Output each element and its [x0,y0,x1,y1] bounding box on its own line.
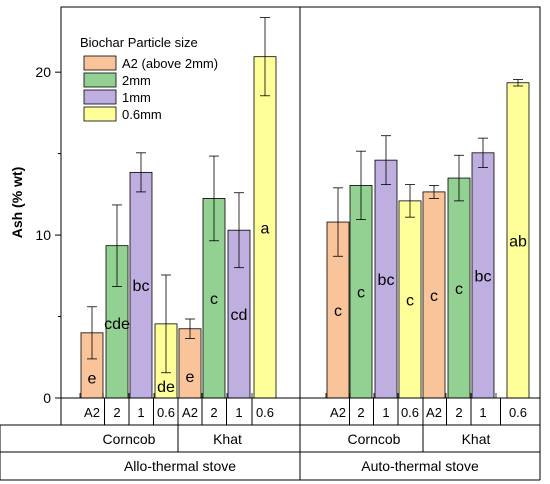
x-category-label: 2 [113,405,120,420]
legend-swatch [83,55,117,71]
legend-label: 0.6mm [122,107,162,122]
significance-letter: bc [133,278,150,295]
legend-label: A2 (above 2mm) [122,56,218,71]
x-category-label: 2 [455,405,462,420]
x-category-label: A2 [426,405,442,420]
x-category-label: 2 [357,405,364,420]
x-category-label: 0.6 [157,405,175,420]
y-tick-label: 20 [35,64,51,80]
group-label: Corncob [103,431,156,447]
group-label: Khat [213,431,242,447]
x-category-label: 1 [382,405,389,420]
x-category-label: 1 [137,405,144,420]
x-category-label: 0.6 [256,405,274,420]
x-category-label: A2 [182,405,198,420]
significance-letter: de [157,379,175,396]
significance-letter: cde [104,316,130,333]
x-category-label: 0.6 [509,405,527,420]
x-category-label: A2 [330,405,346,420]
y-tick-label: 10 [35,227,51,243]
x-category-label: A2 [84,405,100,420]
group-label: Khat [462,431,491,447]
significance-letter: bc [475,268,492,285]
legend-swatch [83,106,117,122]
significance-letter: e [186,369,195,386]
legend-title: Biochar Particle size [80,35,198,50]
legend-label: 2mm [122,73,151,88]
significance-letter: c [334,303,342,320]
bar [178,328,202,399]
group-label: Corncob [348,431,401,447]
x-category-label: 1 [235,405,242,420]
stove-label: Auto-thermal stove [361,458,479,474]
significance-letter: bc [378,272,395,289]
significance-letter: c [357,285,365,302]
y-tick-label: 0 [43,390,51,406]
significance-letter: ab [509,233,527,250]
x-category-label: 2 [210,405,217,420]
legend-swatch [83,72,117,88]
legend-swatch [83,89,117,105]
significance-letter: c [406,292,414,309]
legend-label: 1mm [122,90,151,105]
legend: Biochar Particle size A2 (above 2mm) 2mm 1m… [80,35,218,122]
stove-label: Allo-thermal stove [124,458,236,474]
x-category-label: 0.6 [401,405,419,420]
x-category-label: 1 [479,405,486,420]
y-axis-title: Ash (% wt) [9,167,25,239]
significance-letter: c [210,291,218,308]
significance-letter: c [455,281,463,298]
significance-letter: c [430,288,438,305]
significance-letter: cd [231,307,248,324]
significance-letter: e [88,370,97,387]
significance-letter: a [261,220,270,237]
